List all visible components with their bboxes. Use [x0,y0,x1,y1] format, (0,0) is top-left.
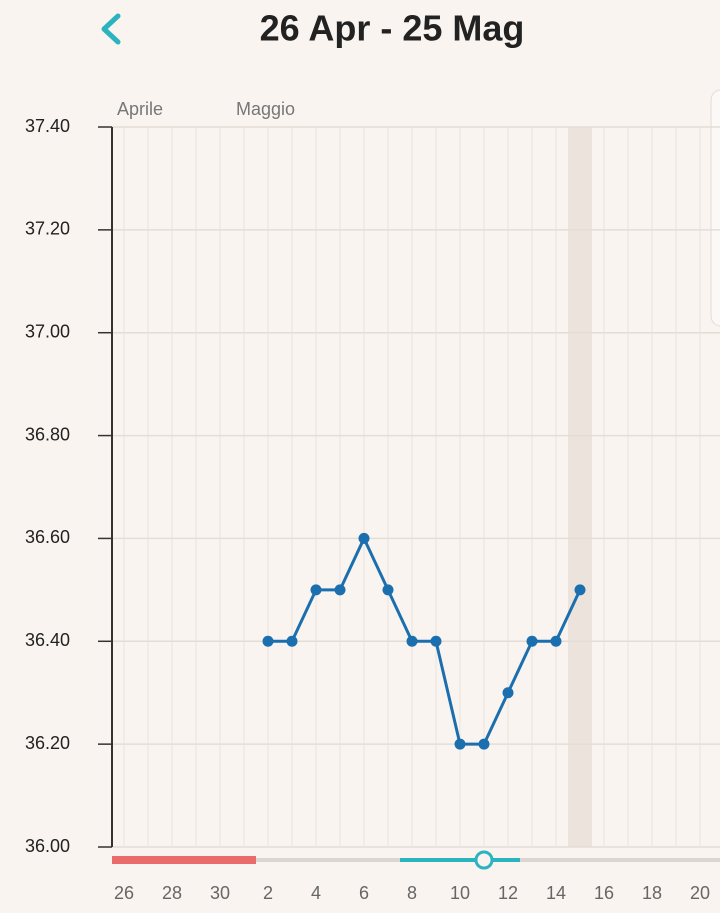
x-tick-label: 6 [359,883,369,903]
x-tick-label: 20 [690,883,710,903]
data-point [430,635,442,647]
data-point [526,635,538,647]
data-point [310,584,322,596]
side-panel[interactable] [710,89,720,327]
y-tick-label: 36.20 [25,733,70,753]
month-label: Maggio [236,99,295,119]
data-point [550,635,562,647]
x-tick-label: 16 [594,883,614,903]
data-point [454,738,466,750]
y-tick-label: 37.00 [25,321,70,341]
chart-title: 26 Apr - 25 Mag [260,8,525,49]
grid [112,126,720,848]
plot [262,532,586,750]
data-point [286,635,298,647]
data-point [502,687,514,699]
month-label: Aprile [117,99,163,119]
x-tick-label: 12 [498,883,518,903]
data-point [574,584,586,596]
x-tick-label: 10 [450,883,470,903]
y-tick-label: 36.40 [25,630,70,650]
data-point [334,584,346,596]
data-point [358,532,370,544]
data-point [478,738,490,750]
x-tick-label: 18 [642,883,662,903]
x-tick-label: 14 [546,883,566,903]
back-button[interactable] [101,13,121,45]
ovulation-marker [474,850,494,870]
data-point [382,584,394,596]
x-tick-label: 8 [407,883,417,903]
y-tick-label: 36.00 [25,836,70,856]
y-tick-label: 37.40 [25,116,70,136]
y-tick-label: 37.20 [25,219,70,239]
data-point [262,635,274,647]
x-tick-label: 30 [210,883,230,903]
data-point [406,635,418,647]
x-tick-label: 28 [162,883,182,903]
x-tick-label: 4 [311,883,321,903]
y-tick-label: 36.60 [25,527,70,547]
y-tick-label: 36.80 [25,424,70,444]
x-tick-label: 2 [263,883,273,903]
x-tick-label: 26 [114,883,134,903]
